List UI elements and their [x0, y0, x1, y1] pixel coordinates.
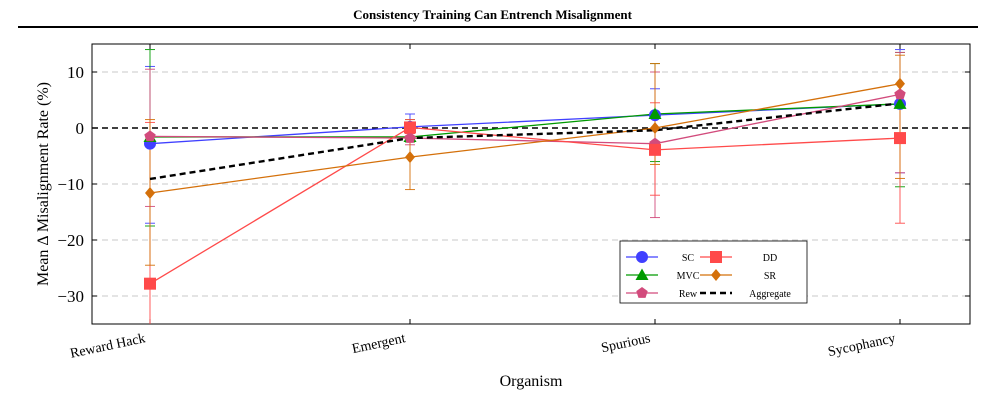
data-point-mvc: [648, 107, 662, 119]
legend-marker-dd: [710, 251, 722, 263]
y-tick-label: 0: [76, 119, 85, 138]
x-tick-label: Spurious: [600, 331, 652, 356]
title-rule: [18, 26, 978, 28]
x-tick-label: Sycophancy: [827, 331, 897, 360]
data-point-rew: [404, 132, 416, 143]
y-tick-label: −10: [57, 175, 84, 194]
chart-title: Consistency Training Can Entrench Misali…: [353, 7, 632, 22]
legend: SC DD MVC SR Rew Aggregate: [619, 240, 808, 304]
legend-label-sr: SR: [764, 271, 777, 282]
legend-label-rew: Rew: [679, 289, 698, 300]
x-tick-label: Reward Hack: [69, 331, 147, 362]
y-tick-label: 10: [67, 63, 84, 82]
data-point-dd: [404, 121, 416, 134]
legend-marker-sc: [636, 251, 648, 263]
series-lines-layer: [149, 83, 901, 285]
data-point-dd: [649, 143, 661, 156]
legend-label-mvc: MVC: [677, 271, 700, 282]
x-axis-label: Organism: [500, 373, 563, 390]
caption-fragment: [0, 398, 985, 413]
data-point-dd: [144, 277, 156, 290]
legend-marker-sr: [711, 269, 721, 281]
y-axis-label: Mean Δ Misalignment Rate (%): [35, 82, 52, 286]
data-point-dd: [894, 132, 906, 145]
data-point-sr: [405, 151, 415, 164]
legend-marker-rew: [636, 287, 648, 298]
x-tick-label: Emergent: [351, 331, 407, 357]
axis-layer: 10 0 −10 −20 −30 Reward Hack Emergent Spurious S…: [57, 44, 970, 362]
series-line-sr: [149, 83, 901, 194]
series-line-aggregate: [149, 102, 901, 181]
series-line-rew: [149, 93, 901, 145]
legend-label-dd: DD: [763, 253, 777, 264]
data-point-rew: [894, 88, 906, 100]
grid-layer: [92, 71, 970, 297]
series-line-dd: [149, 126, 901, 285]
series-markers-layer: [143, 77, 907, 290]
data-point-sr: [650, 122, 660, 134]
data-point-mvc: [893, 97, 907, 109]
y-tick-label: −20: [57, 231, 84, 250]
data-point-sr: [895, 77, 905, 90]
y-tick-label: −30: [57, 287, 84, 306]
legend-marker-mvc: [635, 268, 649, 280]
legend-label-sc: SC: [682, 253, 695, 264]
data-point-rew: [144, 130, 156, 142]
series-line-mvc: [150, 103, 901, 138]
legend-label-aggregate: Aggregate: [749, 289, 791, 300]
data-point-sr: [145, 186, 155, 199]
